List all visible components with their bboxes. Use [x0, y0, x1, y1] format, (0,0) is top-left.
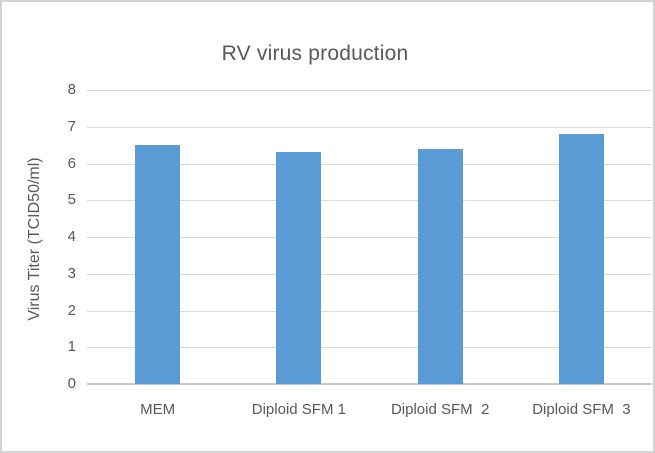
y-tick-label: 4 — [67, 228, 76, 245]
y-tick-label: 7 — [67, 117, 76, 135]
gridline — [87, 163, 652, 165]
plot-area — [87, 90, 652, 385]
y-tick-label: 1 — [67, 338, 76, 356]
gridline — [87, 200, 652, 202]
y-tick-label: 2 — [67, 301, 76, 319]
y-tick-label: 5 — [67, 191, 76, 209]
gridline — [87, 126, 652, 128]
bar-mem — [135, 145, 181, 384]
y-tick-label: 6 — [67, 154, 76, 172]
gridline — [87, 273, 652, 275]
x-axis-label: MEM — [140, 401, 176, 418]
gridline — [87, 90, 652, 91]
x-axis-label: Diploid SFM 3 — [532, 401, 631, 418]
chart-title: RV virus production — [221, 42, 409, 65]
y-tick-label: 8 — [67, 81, 76, 98]
x-axis-line — [87, 383, 652, 385]
gridline — [87, 237, 652, 238]
gridline — [87, 310, 652, 312]
gridline — [87, 347, 652, 349]
bar-diploid-sfm-2 — [417, 148, 463, 384]
y-tick-label: 3 — [67, 264, 76, 282]
x-axis-label: Diploid SFM 2 — [390, 401, 490, 418]
x-axis-label: Diploid SFM 1 — [251, 401, 346, 418]
y-tick-label: 0 — [67, 375, 76, 392]
bar-diploid-sfm-3 — [558, 134, 604, 384]
bar-diploid-sfm-1 — [276, 152, 322, 384]
